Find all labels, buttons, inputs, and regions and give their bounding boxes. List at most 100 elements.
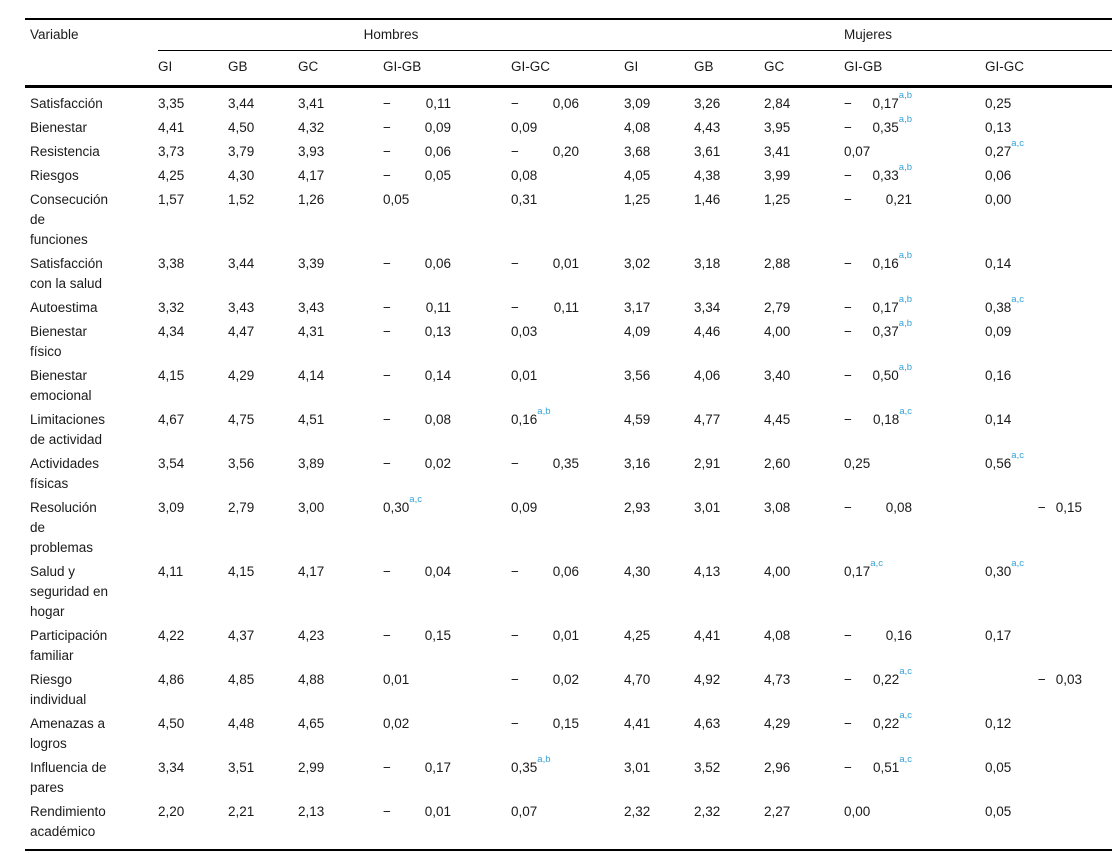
footnote-ref[interactable]: a,b: [537, 754, 551, 765]
variable-name: Limitaciones de actividad: [30, 412, 106, 447]
minus-sign: −: [844, 760, 852, 775]
cell-value: 3,43: [228, 300, 255, 315]
value-cell: 4,41: [158, 116, 228, 140]
minus-sign: −: [844, 412, 852, 427]
value-cell: 4,43: [694, 116, 764, 140]
minus-sign: −: [844, 96, 852, 111]
value-cell: − 0,11: [383, 296, 511, 320]
value-cell: 3,61: [694, 140, 764, 164]
difference-cell-content: 0,38a,c: [985, 295, 1112, 318]
value-cell: 4,50: [158, 712, 228, 756]
cell-value: 2,32: [624, 804, 651, 819]
cell-value: 0,02: [424, 456, 451, 471]
difference-cell-content: 0,09: [511, 498, 624, 518]
footnote-ref[interactable]: a,b: [898, 318, 912, 329]
footnote-ref[interactable]: a,b: [898, 162, 912, 173]
cell-value: 0,09: [511, 120, 538, 135]
minus-sign: −: [383, 96, 391, 111]
minus-sign: −: [383, 412, 391, 427]
value-cell: − 0,11: [511, 296, 624, 320]
value-cell: 3,95: [764, 116, 844, 140]
cell-value: 1,52: [228, 192, 255, 207]
difference-cell-content: − 0,51a,c: [844, 755, 985, 778]
cell-value: 4,25: [624, 628, 651, 643]
minus-sign: −: [844, 716, 852, 731]
difference-cell-content: − 0,01: [383, 802, 511, 822]
cell-value: 3,52: [694, 760, 721, 775]
value-cell: − 0,35a,b: [844, 114, 985, 140]
minus-sign: −: [383, 368, 391, 383]
column-header-row: GI GB GC GI-GB GI-GC GI GB GC GI-GB GI-GC: [25, 51, 1112, 87]
cell-value: 4,00: [764, 324, 791, 339]
minus-sign: −: [383, 120, 391, 135]
value-cell: 4,75: [228, 408, 298, 452]
minus-sign: −: [511, 96, 519, 111]
cell-value: 2,60: [764, 456, 791, 471]
difference-cell-content: − 0,50a,b: [844, 363, 985, 386]
footnote-ref[interactable]: a,b: [898, 90, 912, 101]
value-cell: 3,32: [158, 296, 228, 320]
variable-name: Amenazas a logros: [30, 716, 106, 751]
value-cell: − 0,17a,b: [844, 85, 985, 116]
cell-value: 0,05: [985, 804, 1012, 819]
cell-value: 0,37a,b: [872, 318, 913, 339]
cell-value: 4,14: [298, 368, 325, 383]
cell-value: 4,70: [624, 672, 651, 687]
value-cell: 2,32: [694, 800, 764, 850]
cell-value: 4,15: [158, 368, 185, 383]
difference-cell-content: 0,02: [383, 714, 511, 734]
footnote-ref[interactable]: a,c: [1011, 450, 1024, 461]
cell-value: 4,17: [298, 564, 325, 579]
value-cell: 3,09: [158, 496, 228, 560]
footnote-ref[interactable]: a,b: [898, 114, 912, 125]
cell-value: 0,06: [552, 564, 579, 579]
value-cell: 3,26: [694, 85, 764, 116]
footnote-ref[interactable]: a,c: [409, 494, 422, 505]
value-cell: 0,35a,b: [511, 754, 624, 800]
value-cell: 2,88: [764, 252, 844, 296]
footnote-ref[interactable]: a,c: [1011, 138, 1024, 149]
cell-value: 4,15: [228, 564, 255, 579]
cell-value: 3,68: [624, 144, 651, 159]
value-cell: 3,41: [764, 140, 844, 164]
value-cell: 4,29: [764, 712, 844, 756]
table-row: Salud y seguridad en hogar 4,11 4,15 4,17 − 0…: [25, 558, 1112, 624]
footnote-ref[interactable]: a,b: [537, 406, 551, 417]
value-cell: 3,56: [624, 364, 694, 408]
value-cell: − 0,35: [511, 452, 624, 496]
value-cell: 4,13: [694, 560, 764, 624]
value-cell: 4,65: [298, 712, 383, 756]
value-cell: 1,46: [694, 188, 764, 252]
footnote-ref[interactable]: a,b: [898, 362, 912, 373]
cell-value: 3,01: [694, 500, 721, 515]
results-table: Variable Hombres Mujeres GI GB GC GI-GB GI-G…: [25, 18, 1112, 851]
value-cell: − 0,22a,c: [844, 711, 985, 756]
cell-value: 0,17a,c: [844, 558, 883, 579]
value-cell: 0,14: [985, 252, 1112, 296]
cell-value: 0,09: [985, 324, 1012, 339]
footnote-ref[interactable]: a,c: [1011, 294, 1024, 305]
difference-cell-content: − 0,17a,b: [844, 91, 985, 114]
footnote-ref[interactable]: a,c: [1011, 558, 1024, 569]
footnote-ref[interactable]: a,c: [899, 666, 912, 677]
value-cell: − 0,02: [383, 452, 511, 496]
difference-cell-content: − 0,14: [383, 366, 511, 386]
cell-value: 0,17a,b: [872, 294, 913, 315]
footnote-ref[interactable]: a,c: [899, 710, 912, 721]
difference-cell-content: 0,00: [985, 190, 1112, 210]
difference-cell-content: − 0,22a,c: [844, 711, 985, 734]
value-cell: 4,30: [228, 164, 298, 188]
cell-value: 4,13: [694, 564, 721, 579]
value-cell: − 0,06: [383, 140, 511, 164]
footnote-ref[interactable]: a,c: [899, 754, 912, 765]
difference-cell-content: − 0,16: [844, 626, 985, 646]
column-header-mujeres-gc: GC: [764, 59, 785, 74]
footnote-ref[interactable]: a,b: [898, 294, 912, 305]
footnote-ref[interactable]: a,c: [870, 558, 883, 569]
footnote-ref[interactable]: a,b: [898, 250, 912, 261]
difference-cell-content: − 0,01: [511, 254, 624, 274]
value-cell: 0,03: [511, 320, 624, 364]
difference-cell-content: − 0,16a,b: [844, 251, 985, 274]
value-cell: 4,46: [694, 320, 764, 364]
footnote-ref[interactable]: a,c: [899, 406, 912, 417]
